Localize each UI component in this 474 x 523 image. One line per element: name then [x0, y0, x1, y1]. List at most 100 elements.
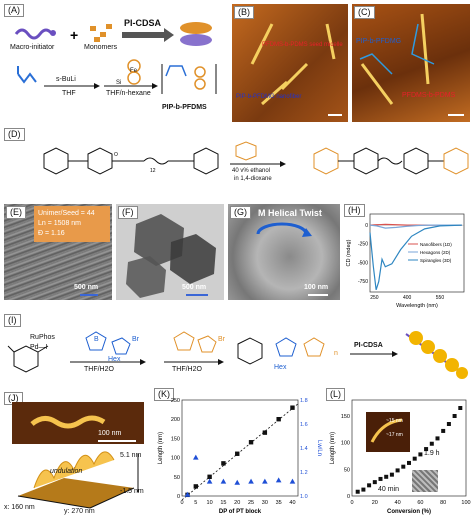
x-axis-label: Wavelength (nm) — [396, 303, 438, 309]
data-point — [235, 451, 240, 456]
y2-tick-label: 1.2 — [300, 470, 308, 476]
panel-g-label: (G) — [230, 206, 251, 219]
panel-l-chart: (L) 0 20 40 60 80 100 0 50 100 150 Conversion (%) L… — [326, 388, 472, 521]
panel-b-afm-image: (B) PFDMS-b-PDMS seed micelle PIP-b-PFDM… — [232, 4, 348, 122]
inset-afm-image — [366, 412, 410, 452]
legend-label: Spirangles (3D) — [420, 258, 452, 263]
boron-label: B — [94, 336, 99, 343]
undulation-label: undulation — [50, 468, 83, 475]
scale-bar — [308, 294, 328, 296]
width-annotation-2: ~17 nm — [386, 432, 403, 438]
data-point — [412, 456, 417, 461]
data-point — [446, 422, 451, 426]
data-point — [234, 479, 241, 485]
x-tick-label: 100 — [461, 500, 470, 506]
panel-i-label: (I) — [4, 314, 21, 327]
data-point — [193, 484, 199, 489]
data-point — [418, 452, 423, 457]
scale-bar — [186, 294, 208, 296]
data-point — [458, 406, 463, 410]
y2-tick-label: 1.4 — [300, 446, 308, 452]
cd-spectrum-chart: 250 400 550 0 -250 -500 -750 Wavelength (nm) CD … — [346, 213, 465, 309]
scale-bar — [98, 440, 136, 442]
info-box — [34, 206, 110, 242]
pd-label: Pd—I — [30, 344, 48, 351]
panel-d-label: (D) — [4, 128, 25, 141]
scale-bar — [328, 114, 342, 116]
y-tick-label: -500 — [358, 260, 368, 266]
x-tick-label: 10 — [207, 500, 213, 506]
panel-f-tem-image: (F) 500 nm — [116, 204, 224, 300]
data-point — [384, 474, 389, 479]
x-tick-label: 60 — [417, 500, 423, 506]
y2-tick-label: 1.6 — [300, 422, 308, 428]
data-point — [221, 461, 226, 466]
y-axis-label: CD (mdeg) — [346, 239, 352, 266]
data-point — [184, 491, 191, 497]
helical-twist-title: M Helical Twist — [258, 208, 322, 218]
x-tick-label: 5 — [194, 500, 197, 506]
x-axis-label: Conversion (%) — [387, 509, 431, 515]
scale-label: 500 nm — [182, 284, 207, 291]
y-tick-label: 150 — [171, 436, 180, 442]
data-point — [372, 480, 377, 485]
data-point — [355, 489, 360, 494]
panel-h-chart: (H) 250 400 550 0 -250 -500 -750 Wavelength (nm… — [344, 204, 470, 310]
afm-height-image: 100 nm — [12, 402, 144, 444]
svg-text:+: + — [70, 27, 78, 43]
condition-ethanol: 40 v% ethanol — [232, 168, 271, 174]
y-tick-label: -250 — [358, 242, 368, 248]
data-point — [248, 440, 254, 445]
panel-h-label: (H) — [344, 204, 365, 217]
data-point — [262, 430, 268, 435]
data-point — [401, 464, 406, 469]
lz-label: Lz — [376, 408, 383, 414]
data-point — [441, 428, 446, 433]
data-point — [262, 478, 268, 484]
x-tick-label: 20 — [372, 500, 378, 506]
panel-l-label: (L) — [326, 388, 345, 401]
y-tick-label: 50 — [344, 467, 350, 473]
panel-b-label: (B) — [234, 6, 254, 19]
scale-label: 100 nm — [98, 430, 122, 437]
scale-bar — [448, 114, 464, 116]
y-tick-label: 100 — [341, 441, 350, 447]
panel-a-label: (A) — [4, 4, 24, 17]
y-tick-label: -750 — [358, 279, 368, 285]
y2-tick-label: 1.0 — [300, 494, 308, 500]
br-label-1: Br — [132, 336, 139, 343]
fe-label: Fe — [130, 68, 138, 74]
data-point — [193, 454, 199, 460]
data-point — [395, 468, 400, 473]
si-label: Si — [116, 80, 122, 86]
data-point — [452, 414, 457, 418]
z-max: 5.1 nm — [120, 452, 142, 459]
x-tick-label: 15 — [220, 500, 226, 506]
hex-label-2: Hex — [274, 364, 287, 371]
data-point — [276, 417, 281, 422]
plot-frame — [351, 399, 467, 497]
y-axis-label: Length (nm) — [158, 432, 164, 464]
panel-c-label: (C) — [354, 6, 375, 19]
data-point — [378, 476, 383, 481]
y-dimension: y: 270 nm — [64, 508, 95, 515]
y2-axis-label: Lw/Ln — [316, 440, 322, 456]
x-tick-label: 80 — [440, 500, 446, 506]
panel-c-afm-image: (C) PIP-b-PFDMG PFDMS-b-PDMS — [352, 4, 470, 122]
x-tick-label: 550 — [436, 295, 445, 301]
x-tick-label: 35 — [276, 500, 282, 506]
y2-tick-label: 1.8 — [300, 398, 308, 404]
x-tick-label: 0 — [180, 500, 183, 506]
y-tick-label: 0 — [347, 494, 350, 500]
panel-g-tem-image: (G) M Helical Twist 100 nm — [228, 204, 340, 300]
width-annotation-1: ~15 nm — [386, 418, 403, 424]
data-point — [289, 478, 296, 484]
panel-e-tem-image: (E) Unimer/Seed = 44 Ln = 1508 nm Đ = 1.… — [4, 204, 112, 300]
pip-pfdmg-annotation: PIP-b-PFDMG — [356, 38, 402, 45]
x-tick-label: 40 — [289, 500, 295, 506]
legend-label: Hexagons (2D) — [420, 250, 451, 255]
y-tick-label: 150 — [341, 414, 350, 420]
x-axis-label: DP of PT block — [219, 509, 262, 515]
data-point — [424, 447, 429, 452]
condition-dioxane: in 1,4-dioxane — [234, 176, 272, 182]
